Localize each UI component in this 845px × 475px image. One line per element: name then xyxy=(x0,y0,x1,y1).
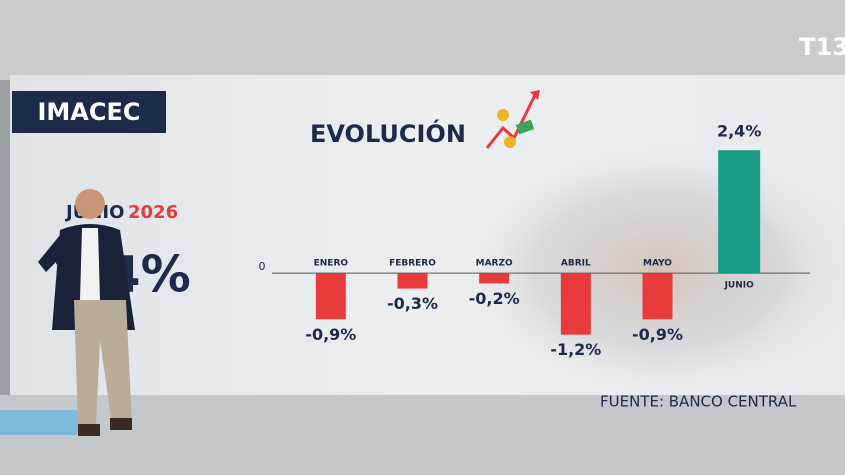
badge-bg xyxy=(12,91,166,133)
channel-logo: T13 xyxy=(799,33,845,61)
category-label: ABRIL xyxy=(561,259,591,269)
bar xyxy=(479,273,510,284)
bar xyxy=(642,273,673,320)
ceiling xyxy=(0,0,845,80)
category-label: MAYO xyxy=(643,259,672,269)
bar xyxy=(315,273,346,320)
bar xyxy=(718,150,761,274)
value-label: 2,4% xyxy=(717,122,761,141)
value-label: -0,9% xyxy=(305,325,356,344)
growth-icon xyxy=(485,90,540,149)
value-label: -0,9% xyxy=(632,325,683,344)
chart-title: EVOLUCIÓN xyxy=(310,118,466,148)
floor xyxy=(0,395,845,475)
blurred-image xyxy=(380,110,845,400)
value-label: -0,3% xyxy=(387,294,438,313)
bar xyxy=(397,273,428,289)
presenter xyxy=(38,189,135,436)
y-tick-label: 0 xyxy=(259,260,266,273)
floor-light xyxy=(0,410,80,435)
badge: IMACEC xyxy=(37,98,140,126)
value-label: -1,2% xyxy=(550,340,601,359)
chart: 0 ENERO -0,9% FEBRERO -0,3% MARZO -0,2% ABRIL -1… xyxy=(259,122,810,359)
period-year: 2026 xyxy=(128,202,178,223)
category-label: JUNIO xyxy=(724,281,755,291)
bar xyxy=(560,273,591,335)
category-label: ENERO xyxy=(314,259,349,269)
category-label: MARZO xyxy=(476,259,513,269)
value-label: -0,2% xyxy=(469,289,520,308)
category-label: FEBRERO xyxy=(389,259,436,269)
source: FUENTE: BANCO CENTRAL xyxy=(600,393,797,411)
